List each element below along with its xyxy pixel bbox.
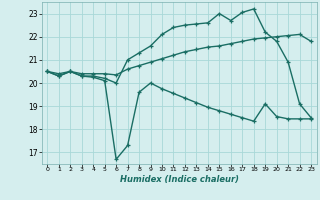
X-axis label: Humidex (Indice chaleur): Humidex (Indice chaleur) <box>120 175 239 184</box>
